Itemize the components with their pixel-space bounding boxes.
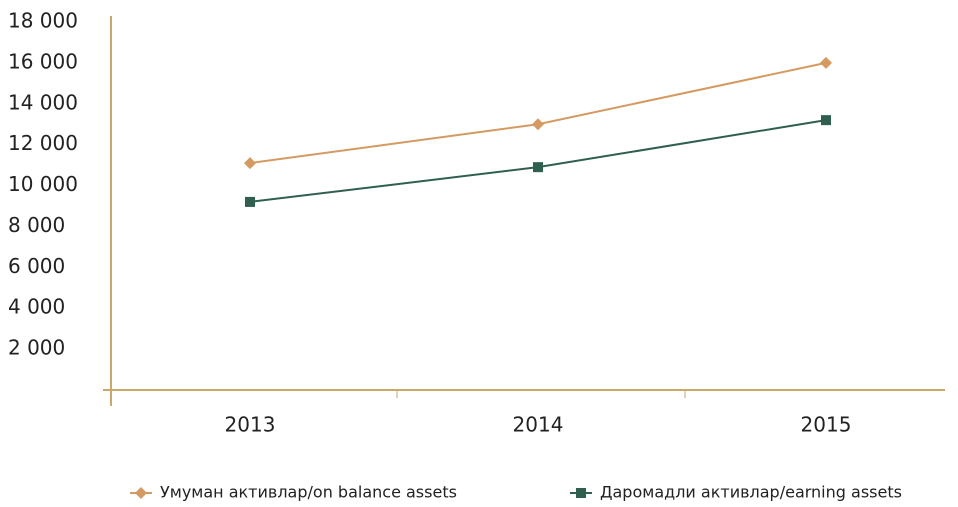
series-line xyxy=(249,119,827,203)
marker xyxy=(245,196,255,207)
marker xyxy=(135,487,147,499)
marker xyxy=(820,56,832,69)
marker xyxy=(821,115,831,126)
marker xyxy=(533,162,543,173)
y-tick-label: 8 000 xyxy=(8,213,65,237)
y-tick-label: 16 000 xyxy=(8,49,78,73)
y-tick-label: 12 000 xyxy=(8,131,78,155)
legend-label: Даромадли активлар/earning assets xyxy=(600,483,902,502)
marker xyxy=(576,488,586,498)
y-tick-label: 18 000 xyxy=(8,9,78,33)
y-tick-label: 4 000 xyxy=(8,295,65,319)
y-tick-label: 14 000 xyxy=(8,90,78,114)
x-tick-label: 2013 xyxy=(225,413,276,437)
y-tick-label: 2 000 xyxy=(8,336,65,360)
y-tick-label: 10 000 xyxy=(8,172,78,196)
x-tick-label: 2015 xyxy=(801,413,852,437)
marker xyxy=(244,157,256,170)
series-line xyxy=(249,61,827,165)
marker xyxy=(532,118,544,131)
y-tick-label: 6 000 xyxy=(8,254,65,278)
legend-label: Умуман активлар/on balance assets xyxy=(160,483,457,502)
x-tick-label: 2014 xyxy=(513,413,564,437)
